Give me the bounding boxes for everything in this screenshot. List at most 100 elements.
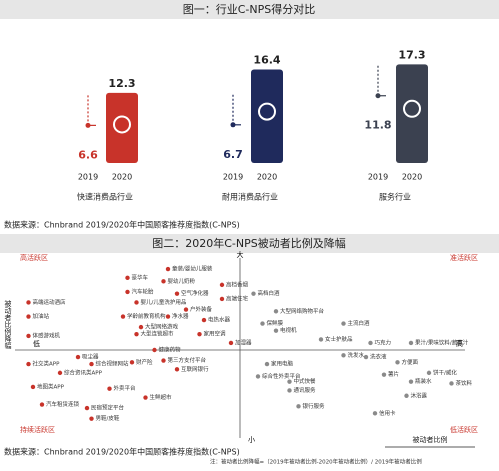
icon bbox=[258, 102, 276, 121]
point bbox=[341, 353, 346, 358]
point bbox=[255, 374, 261, 379]
point bbox=[183, 307, 189, 312]
point bbox=[161, 358, 166, 363]
note: 注：被动者比例降幅=（2019年被动者比例-2020年被动者比例）/ 2019年… bbox=[210, 458, 422, 466]
point bbox=[296, 404, 301, 409]
point bbox=[26, 361, 31, 367]
point-label: 互联网银行 bbox=[181, 365, 209, 373]
point bbox=[143, 395, 148, 400]
point bbox=[134, 331, 139, 337]
point-label: 加油站 bbox=[33, 312, 50, 320]
point bbox=[426, 370, 432, 376]
x-axis-label: 被动者比例 bbox=[413, 435, 448, 444]
point-label: 健康药物 bbox=[159, 346, 182, 354]
point-label: 果汁/果味饮料/蔬菜汁 bbox=[415, 338, 469, 346]
point bbox=[408, 340, 414, 346]
category-label: 快速消费品行业 bbox=[77, 192, 133, 202]
point bbox=[125, 275, 130, 281]
title-bar bbox=[0, 0, 499, 19]
point-label: 高档白酒 bbox=[258, 289, 281, 297]
point bbox=[57, 370, 63, 376]
point-label: 综合性外卖平台 bbox=[262, 372, 301, 380]
point bbox=[260, 321, 265, 326]
source: 数据来源：Chnbrand 2019/2020年中国顾客推荐度指数(C-NPS) bbox=[4, 447, 240, 457]
value-label: 11.8 bbox=[364, 119, 391, 132]
point bbox=[287, 379, 292, 384]
point-label: 巧克力 bbox=[375, 338, 392, 346]
point-label: 第三方支付平台 bbox=[168, 356, 207, 364]
point bbox=[84, 405, 90, 411]
point-label: 沐浴露 bbox=[411, 391, 428, 399]
value-label: 16.4 bbox=[253, 54, 280, 67]
point bbox=[273, 328, 279, 333]
point-label: 家用空调 bbox=[204, 330, 227, 338]
quadrant-label: 持续活跃区 bbox=[20, 425, 55, 434]
point bbox=[129, 360, 135, 365]
point-label: 通讯服务 bbox=[294, 386, 317, 394]
point-label: 大型网络购物平台 bbox=[280, 307, 325, 315]
quadrant-label: 准活跃区 bbox=[450, 253, 478, 262]
point-label: 婴幼儿奶粉 bbox=[168, 277, 196, 285]
point-label: 保鲜膜 bbox=[267, 319, 284, 327]
point-label: 饼干/威化 bbox=[433, 368, 457, 376]
point bbox=[107, 386, 112, 391]
point-label: 体感游戏机 bbox=[33, 331, 61, 339]
bar bbox=[106, 92, 138, 163]
point bbox=[219, 282, 225, 288]
point-label: 外卖平台 bbox=[114, 384, 137, 392]
point-label: 家用电脑 bbox=[271, 360, 294, 368]
point bbox=[125, 289, 130, 295]
point-label: 洗发水 bbox=[348, 351, 365, 359]
point bbox=[161, 279, 166, 284]
point bbox=[26, 314, 31, 319]
point-label: 空气净化器 bbox=[181, 289, 209, 297]
value-label: 12.3 bbox=[108, 77, 135, 90]
point bbox=[89, 416, 94, 421]
point-label: 婴儿/儿童洗护用品 bbox=[141, 298, 187, 306]
category-label: 耐用消费品行业 bbox=[222, 192, 278, 202]
point bbox=[264, 361, 270, 367]
point bbox=[449, 381, 454, 386]
point bbox=[273, 309, 279, 314]
axis-end: 小 bbox=[248, 435, 255, 444]
point bbox=[228, 340, 234, 346]
source: 数据来源：Chnbrand 2019/2020年中国顾客推荐度指数(C-NPS) bbox=[4, 220, 240, 230]
point-label: 信用卡 bbox=[379, 409, 396, 417]
point-label: 财产险 bbox=[136, 358, 153, 366]
point-label: 豪华车 bbox=[132, 273, 149, 281]
quadrant-label: 高活跃区 bbox=[20, 253, 48, 262]
point bbox=[174, 291, 180, 296]
point-label: 薯片 bbox=[388, 370, 399, 378]
value-label: 17.3 bbox=[398, 48, 425, 61]
point-label: 男鞋/皮鞋 bbox=[96, 414, 120, 422]
point-label: 净水器 bbox=[172, 312, 189, 320]
point bbox=[152, 347, 157, 353]
point-label: 中式快餐 bbox=[294, 377, 317, 385]
point bbox=[381, 372, 387, 377]
point bbox=[404, 393, 409, 398]
point bbox=[39, 402, 45, 407]
bar bbox=[396, 64, 428, 163]
category-label: 服务行业 bbox=[379, 192, 411, 202]
point-label: 高端住宅 bbox=[226, 294, 249, 302]
point bbox=[408, 379, 414, 384]
point bbox=[341, 321, 346, 326]
point bbox=[372, 411, 378, 416]
quadrant-label: 低活跃区 bbox=[450, 425, 478, 434]
point-label: 洗衣液 bbox=[370, 353, 387, 361]
icon bbox=[403, 99, 421, 118]
point-label: 学龄前教育机构 bbox=[127, 312, 166, 320]
point bbox=[26, 300, 31, 305]
chart-title: 图一：行业C-NPS得分对比 bbox=[183, 2, 316, 16]
point bbox=[219, 296, 225, 302]
point-label: 童装/婴幼儿服装 bbox=[172, 265, 213, 273]
point bbox=[368, 340, 373, 346]
point-label: 社交类APP bbox=[33, 360, 61, 368]
chart-title: 图二：2020年C-NPS被动者比例及降幅 bbox=[152, 236, 346, 250]
year-label: 2019 bbox=[368, 173, 388, 182]
point bbox=[134, 300, 139, 305]
point-label: 吸尘器 bbox=[82, 353, 99, 361]
point-label: 大型网络游戏 bbox=[145, 323, 179, 331]
point bbox=[197, 331, 202, 337]
